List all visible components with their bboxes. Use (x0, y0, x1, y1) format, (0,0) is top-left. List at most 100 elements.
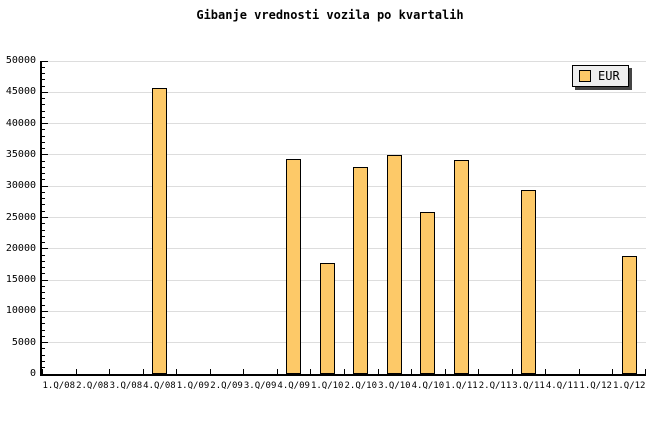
y-tick-label: 35000 (5, 148, 36, 160)
bar (521, 189, 537, 374)
y-minor-tick (42, 329, 45, 331)
legend-series-label: EUR (598, 69, 620, 83)
y-minor-tick (42, 292, 45, 294)
y-major-tick (42, 154, 48, 156)
y-minor-tick (42, 267, 45, 269)
y-minor-tick (42, 179, 45, 181)
y-minor-tick (42, 254, 45, 256)
y-minor-tick (42, 229, 45, 231)
y-major-tick (42, 185, 48, 187)
y-tick-label: 10000 (5, 305, 36, 317)
y-minor-tick (42, 210, 45, 212)
x-tick-label: 4.Q/09 (277, 381, 310, 391)
x-tick-label: 3.Q/08 (109, 381, 143, 391)
x-tick-label: 3.Q/09 (243, 381, 277, 391)
y-minor-tick (42, 116, 45, 118)
y-minor-tick (42, 223, 45, 225)
chart-title: Gibanje vrednosti vozila po kvartalih (196, 8, 464, 22)
y-minor-tick (42, 160, 45, 162)
y-minor-tick (42, 354, 45, 356)
x-tick-label: 3.Q/10 (378, 381, 411, 391)
legend-swatch-icon (579, 70, 591, 82)
bar (386, 154, 402, 374)
x-tick (142, 369, 144, 374)
x-tick-label: 1.Q/10 (310, 381, 344, 391)
y-minor-tick (42, 348, 45, 350)
y-major-tick (42, 217, 48, 218)
y-minor-tick (42, 198, 45, 200)
gridline (42, 217, 646, 218)
x-tick (645, 369, 646, 374)
y-minor-tick (42, 79, 45, 81)
y-tick-label: 45000 (5, 86, 36, 98)
y-tick-label: 25000 (5, 211, 36, 223)
x-tick (75, 369, 77, 374)
y-minor-tick (42, 367, 45, 369)
y-minor-tick (42, 242, 45, 244)
gridline (42, 123, 646, 125)
bar (621, 256, 637, 374)
y-minor-tick (42, 360, 45, 362)
x-tick (276, 369, 278, 374)
y-minor-tick (42, 235, 45, 237)
y-minor-tick (42, 129, 45, 131)
x-tick (344, 369, 345, 374)
y-minor-tick (42, 173, 45, 175)
y-major-tick (42, 342, 48, 344)
y-minor-tick (42, 304, 45, 306)
x-tick (612, 369, 614, 374)
gridline (42, 310, 646, 312)
y-minor-tick (42, 191, 45, 193)
y-tick-label: 20000 (5, 242, 36, 254)
gridline (42, 154, 646, 156)
x-tick (310, 369, 312, 374)
y-axis-labels: 0 5000 10000 15000 20000 25000 30000 35000 40000… (0, 0, 38, 440)
bar (453, 159, 469, 374)
y-minor-tick (42, 73, 45, 75)
y-major-tick (42, 279, 48, 281)
x-tick-label: 2.Q/11 (478, 381, 512, 391)
gridline (42, 60, 646, 62)
x-tick-label: 1.Q/12 (612, 381, 646, 391)
x-tick-label: 2.Q/08 (76, 381, 109, 391)
y-major-tick (42, 60, 48, 62)
y-minor-tick (42, 148, 45, 150)
y-minor-tick (42, 317, 45, 319)
y-major-tick (42, 123, 48, 125)
x-tick-label: 1.Q/08 (42, 381, 76, 391)
y-minor-tick (42, 166, 45, 168)
y-minor-tick (42, 135, 45, 137)
y-tick-label: 0 (29, 368, 36, 379)
x-tick (511, 369, 513, 374)
y-minor-tick (42, 298, 45, 300)
x-tick (176, 369, 178, 374)
y-minor-tick (42, 141, 45, 143)
bar (319, 262, 335, 374)
x-tick (377, 369, 379, 374)
x-tick-label: 4.Q/10 (411, 381, 445, 391)
x-tick (444, 369, 446, 374)
y-minor-tick (42, 66, 45, 68)
y-major-tick (42, 310, 48, 312)
bar (353, 167, 369, 374)
y-minor-tick (42, 98, 45, 100)
y-tick-label: 50000 (5, 55, 36, 66)
x-tick (243, 369, 245, 374)
plot-area (40, 60, 646, 376)
y-minor-tick (42, 335, 45, 337)
x-tick (411, 369, 413, 374)
y-tick-label: 15000 (5, 274, 36, 286)
y-minor-tick (42, 204, 45, 206)
y-major-tick (42, 248, 48, 250)
x-tick-label: 2.Q/09 (210, 381, 243, 391)
gridline (42, 248, 646, 250)
y-tick-label: 5000 (11, 336, 36, 348)
y-minor-tick (42, 285, 45, 287)
gridline (42, 279, 646, 281)
x-tick-label: 2.Q/10 (344, 381, 378, 391)
x-tick (478, 369, 480, 374)
y-minor-tick (42, 85, 45, 87)
x-tick-label: 4.Q/08 (143, 381, 176, 391)
x-tick (545, 369, 547, 374)
